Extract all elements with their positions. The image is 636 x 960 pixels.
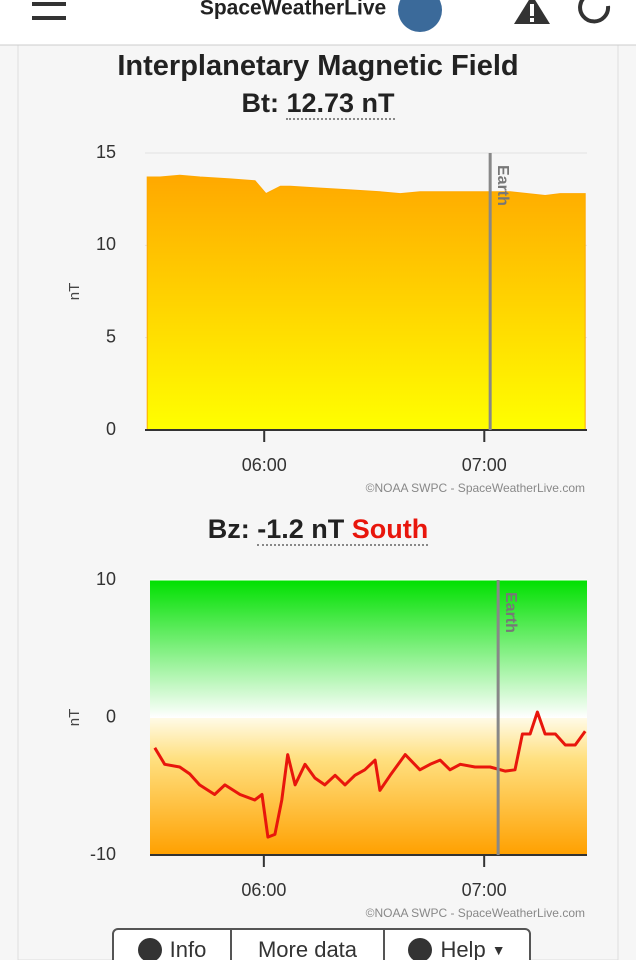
reading-label: Bz:: [207, 514, 250, 544]
earth-label: Earth: [502, 592, 519, 633]
y-axis-label: nT: [66, 709, 83, 727]
help-button[interactable]: Help ▼: [383, 928, 531, 960]
y-tick-label: 10: [96, 569, 116, 589]
button-label: Help: [440, 937, 486, 960]
credit: ©NOAA SWPC - SpaceWeatherLive.com: [366, 906, 585, 920]
more-data-button[interactable]: More data: [230, 928, 385, 960]
y-tick-label: 5: [106, 326, 116, 346]
menu-icon[interactable]: [32, 2, 66, 20]
x-tick-label: 07:00: [462, 455, 507, 475]
chart-title: Interplanetary Magnetic Field: [117, 50, 519, 82]
positive-zone: [150, 580, 587, 718]
x-tick-label: 06:00: [241, 880, 286, 900]
y-tick-label: 10: [96, 234, 116, 254]
x-tick-label: 07:00: [462, 880, 507, 900]
x-tick-label: 06:00: [242, 455, 287, 475]
bz-reading: Bz: -1.2 nT South: [0, 514, 636, 546]
reading-label: Bt:: [241, 88, 279, 118]
area: [146, 174, 586, 431]
y-tick-label: 0: [106, 706, 116, 726]
refresh-icon[interactable]: [578, 0, 611, 24]
reading-number: -1.2 nT: [257, 514, 345, 544]
y-tick-label: -10: [90, 844, 116, 864]
button-label: More data: [257, 937, 358, 960]
info-button[interactable]: Info: [112, 928, 232, 960]
earth-label: Earth: [494, 165, 511, 206]
reading-value[interactable]: -1.2 nT South: [257, 514, 429, 546]
direction: South: [351, 514, 429, 544]
bt-reading: Bt: 12.73 nT: [0, 88, 636, 120]
y-tick-label: 0: [106, 419, 116, 439]
logo-globe: [398, 0, 442, 32]
brand[interactable]: SpaceWeatherLive: [200, 0, 386, 20]
y-tick-label: 15: [96, 142, 116, 162]
button-label: Info: [169, 937, 207, 960]
y-axis-label: nT: [66, 283, 83, 301]
reading-value[interactable]: 12.73 nT: [286, 88, 395, 120]
credit: ©NOAA SWPC - SpaceWeatherLive.com: [366, 481, 585, 495]
line: [153, 710, 587, 839]
